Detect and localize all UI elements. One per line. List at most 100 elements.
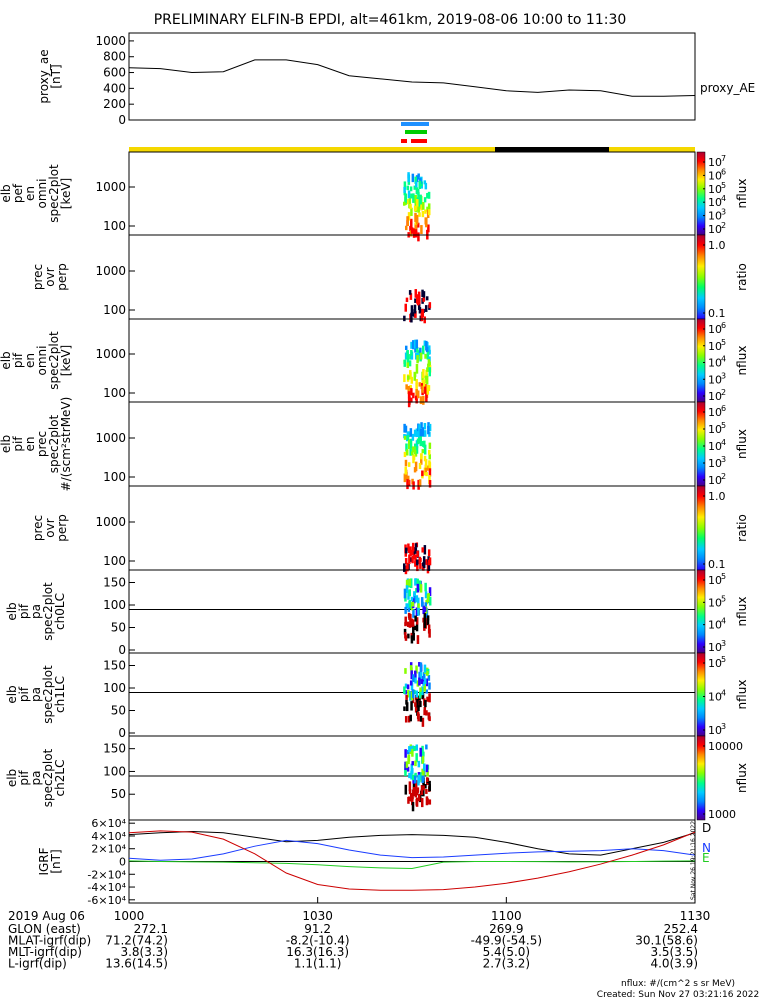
colorbar-tick: 10 — [708, 323, 722, 336]
ytick-label: -4×10⁴ — [87, 881, 126, 894]
spectrogram-cell — [424, 384, 427, 394]
spectrogram-cell — [419, 439, 423, 447]
spectrogram-cell — [423, 440, 426, 448]
spectrogram-cell — [423, 444, 427, 455]
spectrogram-cell — [412, 454, 416, 461]
spectrogram-cell — [404, 466, 407, 475]
spectrogram-cell — [424, 783, 427, 789]
spectrogram-cell — [422, 379, 426, 387]
spectrogram-cell — [404, 761, 407, 771]
spectrogram-cell — [403, 588, 407, 599]
ylabel-line: spec2plot — [47, 414, 61, 473]
spectrogram-cell — [405, 471, 408, 480]
ylabel-line: elb — [5, 685, 19, 703]
spectrogram-cell — [416, 199, 419, 208]
spectrogram-cell — [425, 217, 428, 228]
spectrogram-cell — [423, 616, 427, 626]
spectrogram-cell — [410, 397, 413, 403]
spectrogram-cell — [410, 596, 414, 602]
colorbar-tick: 0.1 — [708, 558, 726, 571]
ephemeris-value: 3.8(3.3) — [120, 945, 168, 959]
spectrogram-cell — [413, 467, 417, 473]
spectrogram-cell — [415, 214, 419, 225]
spectrogram-cell — [407, 689, 410, 698]
spectrogram-cell — [420, 797, 424, 808]
ephemeris-value: -49.9(-54.5) — [471, 934, 542, 948]
ylabel-line: spec2plot — [41, 748, 55, 807]
spectrogram-cell — [405, 761, 409, 768]
spectrogram-cell — [416, 355, 419, 364]
spectrogram-cell — [427, 549, 431, 557]
colorbar: 10000 1000 nflux — [696, 735, 749, 821]
ylabel-line: en — [23, 437, 37, 452]
ephemeris-row-label: MLT-igrf(dip) — [8, 945, 82, 959]
spectrogram-cell — [416, 790, 419, 796]
spectrogram-cell — [422, 672, 426, 681]
spectrogram-cell — [422, 369, 425, 379]
spectrogram-cell — [416, 550, 419, 557]
colorbar-tick-exp: 6 — [721, 321, 726, 330]
spectrogram-cell — [409, 714, 412, 722]
colorbar-tick: 10 — [708, 340, 722, 353]
spectrogram-cell — [404, 749, 407, 758]
colorbar-tick: 1.0 — [708, 239, 726, 252]
ylabel-line: prec — [35, 431, 49, 457]
panels: 02004006008001000proxy_AEproxy_ae[nT]100… — [0, 32, 755, 907]
spectrogram-cell — [411, 555, 414, 564]
spectrogram-cell — [409, 293, 413, 300]
colorbar-label: ratio — [735, 263, 749, 291]
spectrogram-cell — [407, 755, 410, 765]
spectrogram-cell — [427, 425, 430, 435]
spectrogram-cell — [415, 617, 419, 625]
spectrogram-cell — [424, 464, 428, 473]
spectrogram-cell — [403, 359, 407, 367]
colorbar-tick: 10 — [708, 156, 722, 169]
spectrogram-cell — [411, 446, 415, 453]
spectrogram-cell — [419, 715, 423, 722]
spectrogram-cell — [408, 360, 412, 367]
spectrogram-cell — [425, 710, 428, 716]
spectrogram-cell — [409, 578, 413, 589]
spectrogram-cell — [414, 230, 418, 238]
proxy-ae-legend: proxy_AE — [700, 81, 755, 95]
colorbar-tick: 10 — [708, 657, 722, 670]
spectrogram-cell — [404, 784, 408, 795]
spectrogram-cell — [407, 462, 411, 467]
spectrogram-cell — [414, 760, 417, 767]
spectrogram-cell — [414, 310, 417, 318]
spectrogram-cell — [408, 589, 411, 597]
spectrogram-cell — [428, 454, 431, 460]
ytick-label: 400 — [103, 81, 126, 95]
colorbar-tick-exp: 7 — [721, 154, 726, 163]
ytick-label: 100 — [103, 764, 126, 778]
epde-bar — [405, 130, 427, 134]
spectrogram-cell — [404, 558, 408, 565]
spectrogram-cell — [428, 209, 431, 216]
ephemeris-value: 5.4(5.0) — [483, 945, 531, 959]
spectrogram-cell — [422, 787, 425, 797]
spectrogram-cell — [403, 706, 406, 711]
epdi-bar-2 — [411, 139, 427, 143]
spectrogram-cell — [422, 770, 425, 779]
spectrogram-cell — [415, 797, 419, 807]
spectrogram-cell — [417, 794, 421, 802]
ylabel-line: [nT] — [49, 64, 63, 88]
ephemeris-value: 4.0(3.9) — [650, 957, 698, 971]
spectrogram-cell — [404, 690, 407, 695]
spectrogram-cell — [427, 191, 431, 199]
spectrogram-cell — [414, 674, 417, 684]
colorbar-tick: 10 — [708, 440, 722, 453]
spectrogram-cell — [403, 423, 406, 433]
ylabel-line: ovr — [43, 267, 57, 286]
spectrogram-cell — [412, 228, 416, 238]
colorbar-tick-exp: 4 — [721, 355, 726, 364]
science-bar — [129, 147, 495, 152]
spectrogram-cell — [412, 780, 416, 790]
spectrogram-cell — [415, 339, 419, 349]
